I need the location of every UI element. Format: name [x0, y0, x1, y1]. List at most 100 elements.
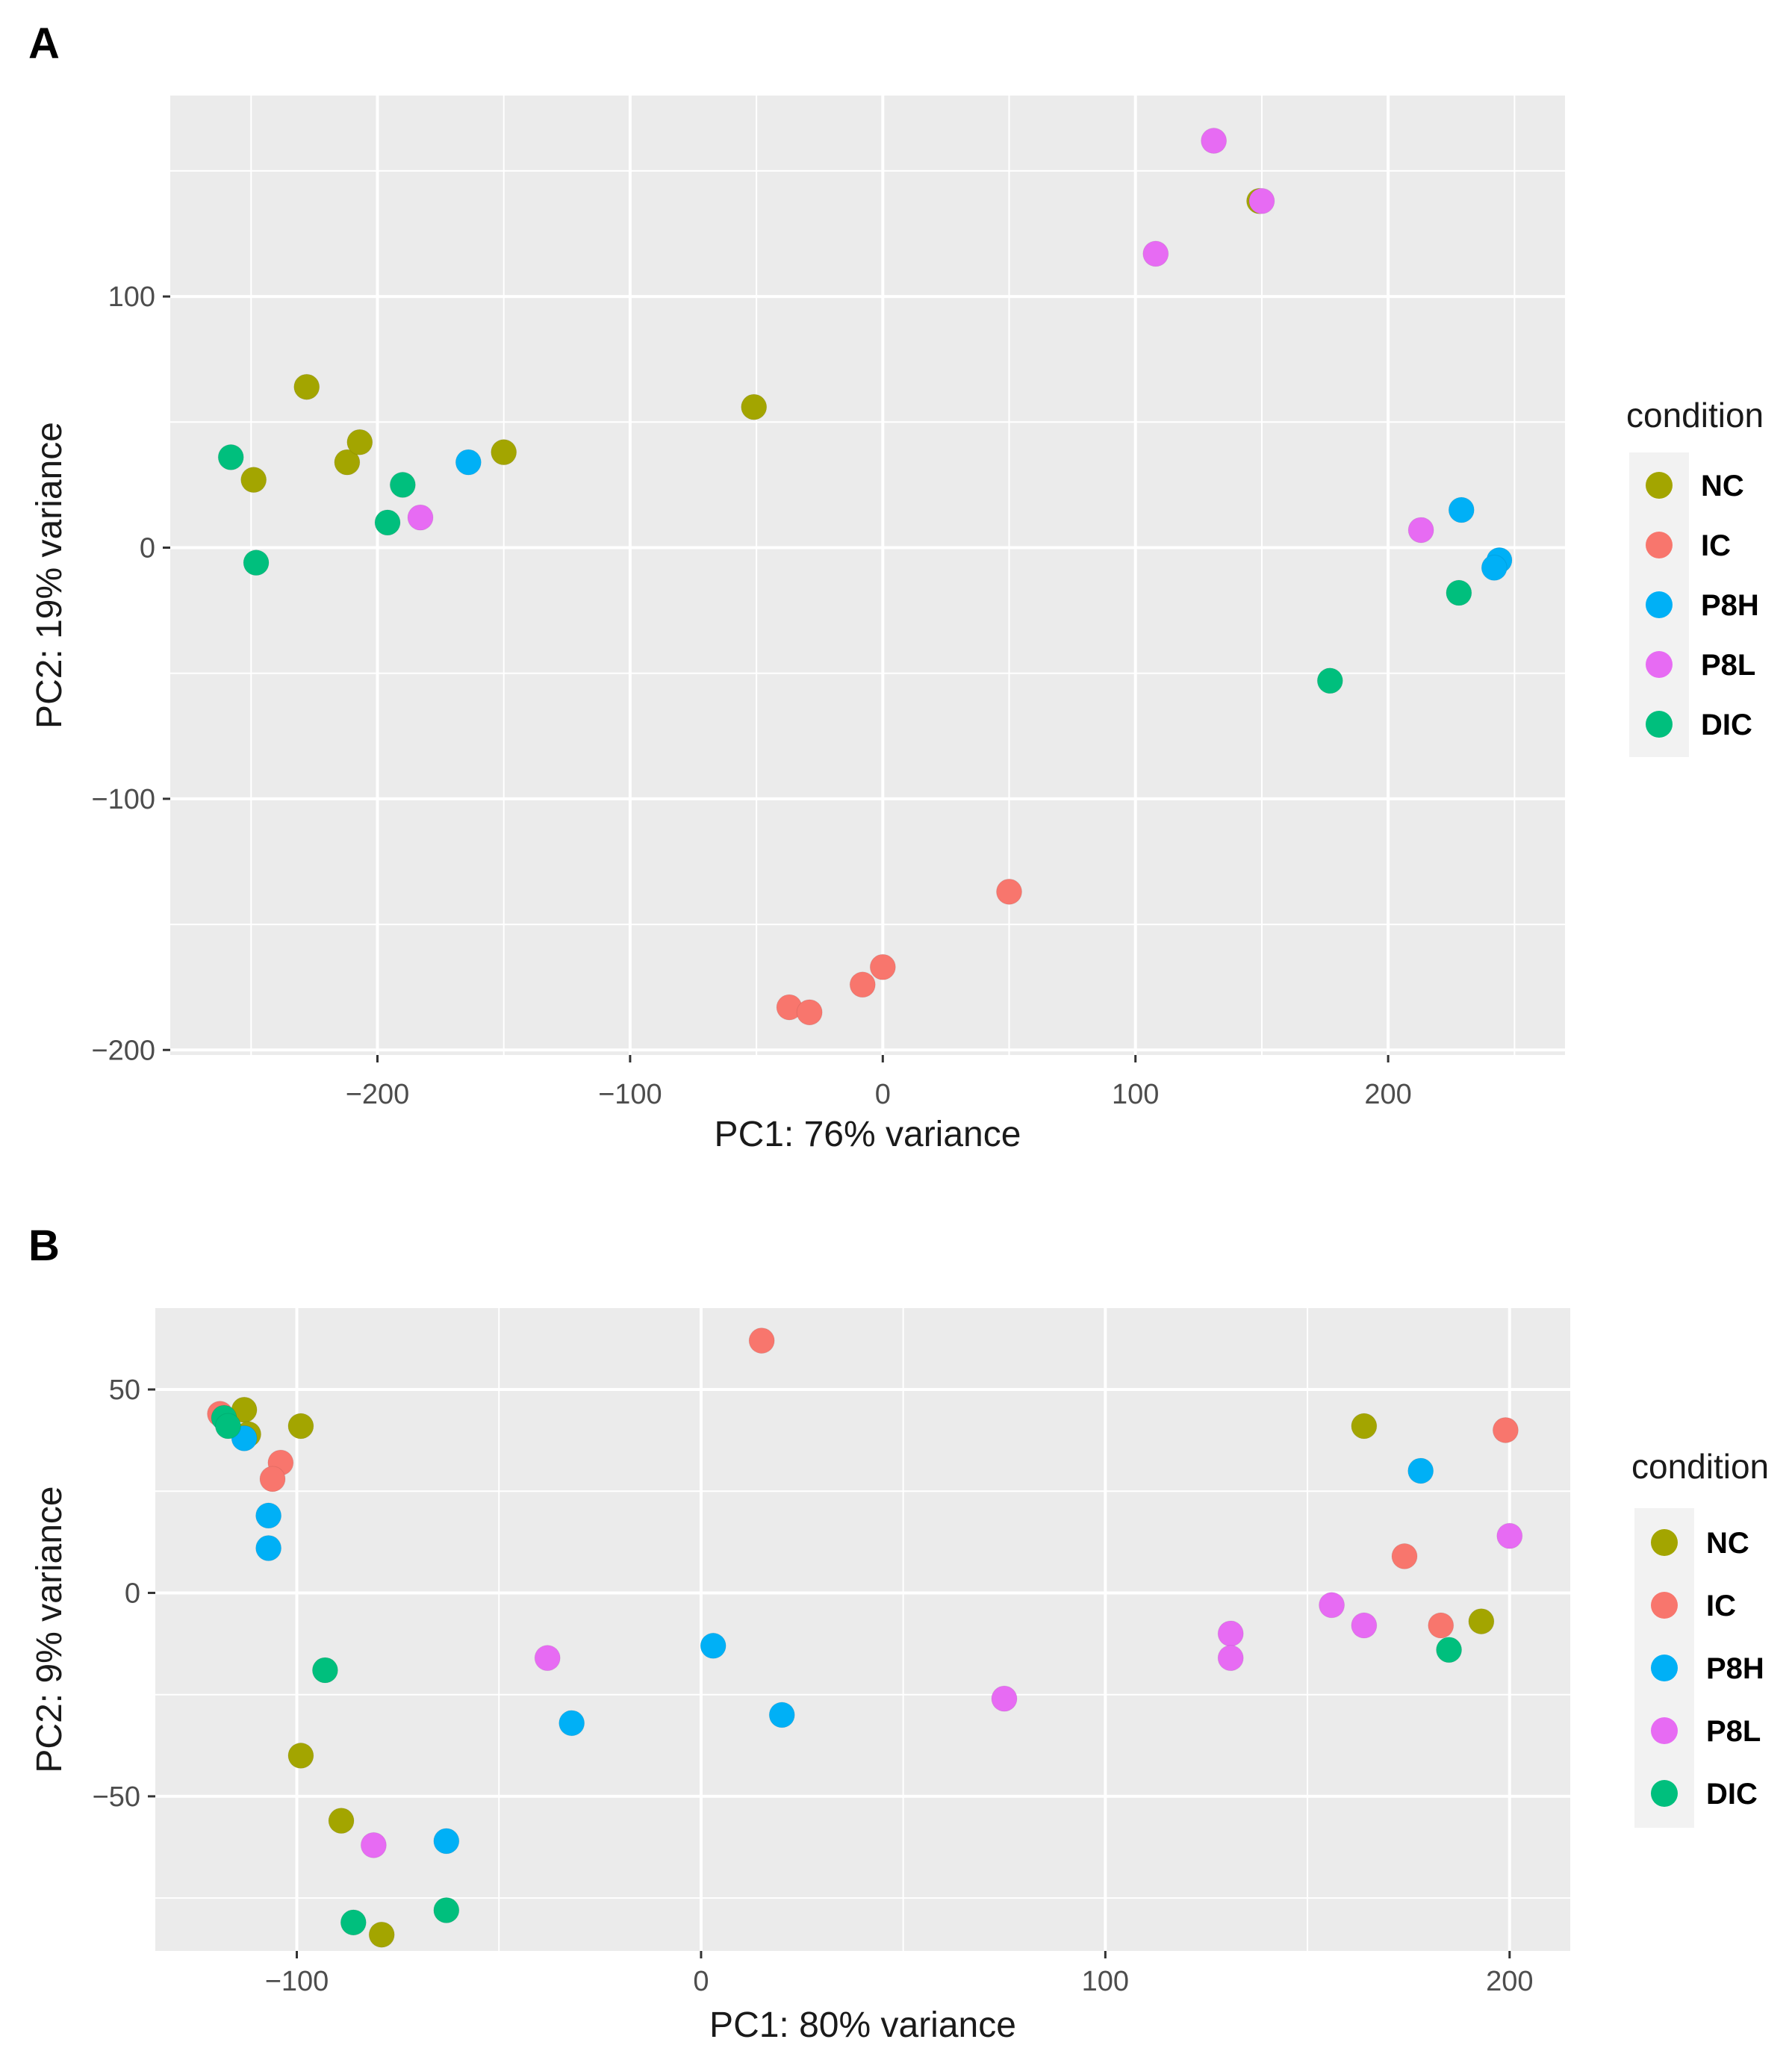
point-p8h [433, 1828, 460, 1855]
point-dic [1446, 579, 1472, 606]
legend-key-p8h [1651, 1655, 1678, 1681]
y-tick-label: 100 [108, 281, 155, 313]
point-p8h [255, 1502, 282, 1529]
point-nc [293, 373, 320, 400]
point-dic [217, 443, 244, 470]
point-dic [243, 550, 270, 576]
point-dic [340, 1909, 367, 1936]
point-nc [1351, 1413, 1378, 1439]
point-p8h [455, 449, 482, 476]
legend-label-p8l: P8L [1701, 649, 1755, 682]
y-tick-label: 0 [125, 1578, 140, 1609]
legend-title: condition [1626, 396, 1764, 435]
x-tick-label: 0 [693, 1966, 709, 1997]
chart-panel-a: A −200 −100 0 100 200 −200 −100 0 100 PC1: 76% var… [28, 19, 1764, 1154]
legend: condition NC IC P8H P8L DIC [1631, 1447, 1769, 1828]
legend-key-p8l [1651, 1717, 1678, 1744]
chart-panel-b: B −100 0 100 200 −50 0 50 PC1: 80% variance PC2: … [28, 1221, 1769, 2045]
point-p8l [1248, 187, 1275, 214]
legend-key-ic [1651, 1592, 1678, 1619]
point-nc [741, 393, 768, 420]
y-tick-label: −200 [91, 1035, 155, 1066]
legend-key-p8h [1646, 591, 1673, 618]
y-tick-label: −50 [93, 1781, 140, 1813]
legend-label-nc: NC [1701, 470, 1744, 502]
legend: condition NC IC P8H P8L DIC [1626, 396, 1764, 757]
point-p8l [1201, 128, 1228, 155]
point-ic [996, 878, 1023, 905]
legend-key-dic [1651, 1780, 1678, 1807]
x-tick-label: 200 [1486, 1966, 1533, 1997]
legend-key-nc [1651, 1529, 1678, 1556]
point-ic [259, 1466, 286, 1493]
x-tick-label: −100 [265, 1966, 329, 1997]
point-p8h [1407, 1457, 1434, 1484]
point-ic [869, 953, 896, 980]
legend-label-dic: DIC [1701, 709, 1752, 741]
x-tick-label: 100 [1082, 1966, 1129, 1997]
x-tick-label: −100 [598, 1079, 662, 1110]
point-p8h [700, 1632, 727, 1659]
point-p8l [1217, 1645, 1244, 1672]
point-p8l [534, 1645, 561, 1672]
point-ic [1428, 1612, 1455, 1639]
legend-key-ic [1646, 532, 1673, 558]
point-nc [346, 429, 373, 455]
legend-title: condition [1631, 1447, 1769, 1486]
point-p8l [1496, 1522, 1523, 1549]
y-axis-title: PC2: 19% variance [30, 422, 69, 729]
point-dic [389, 471, 416, 498]
point-ic [796, 999, 823, 1026]
point-ic [1391, 1543, 1418, 1569]
point-p8l [360, 1831, 387, 1858]
point-ic [849, 971, 876, 998]
x-axis-title: PC1: 76% variance [715, 1115, 1021, 1154]
point-p8l [1407, 517, 1434, 544]
y-tick-label: −100 [91, 784, 155, 815]
legend-label-p8h: P8H [1706, 1652, 1764, 1685]
y-axis-title: PC2: 9% variance [30, 1486, 69, 1772]
point-p8l [991, 1685, 1018, 1712]
point-p8h [768, 1702, 795, 1728]
legend-label-dic: DIC [1706, 1778, 1758, 1811]
legend-key-dic [1646, 711, 1673, 738]
legend-key-p8l [1646, 651, 1673, 678]
point-nc [491, 439, 517, 466]
legend-label-p8l: P8L [1706, 1715, 1761, 1748]
point-ic [748, 1328, 775, 1354]
point-nc [334, 449, 361, 476]
point-dic [1436, 1637, 1463, 1663]
point-p8l [1351, 1612, 1378, 1639]
legend-label-ic: IC [1706, 1590, 1736, 1622]
point-p8h [559, 1710, 585, 1737]
point-p8l [1319, 1592, 1345, 1619]
legend-label-ic: IC [1701, 529, 1731, 562]
point-p8l [1142, 240, 1169, 267]
point-ic [1492, 1416, 1519, 1443]
gridlines [170, 96, 1565, 1055]
point-nc [1468, 1608, 1495, 1635]
panel-label: A [28, 19, 60, 68]
x-tick-label: −200 [346, 1079, 410, 1110]
x-tick-label: 100 [1112, 1079, 1159, 1110]
data-points [217, 128, 1513, 1026]
point-nc [287, 1742, 314, 1769]
point-p8h [1481, 554, 1508, 581]
y-tick-label: 0 [140, 532, 155, 564]
point-nc [328, 1808, 355, 1834]
point-dic [1316, 667, 1343, 694]
y-tick-label: 50 [109, 1375, 140, 1406]
legend-label-nc: NC [1706, 1527, 1749, 1560]
panel-label: B [28, 1221, 60, 1270]
point-dic [214, 1413, 241, 1439]
point-nc [368, 1921, 395, 1948]
x-axis-title: PC1: 80% variance [709, 2005, 1016, 2045]
point-dic [433, 1897, 460, 1924]
point-nc [240, 467, 267, 494]
plot-background [170, 96, 1565, 1055]
plot-background [155, 1308, 1570, 1951]
x-tick-label: 0 [875, 1079, 891, 1110]
x-tick-label: 200 [1364, 1079, 1411, 1110]
point-p8h [1448, 497, 1475, 523]
